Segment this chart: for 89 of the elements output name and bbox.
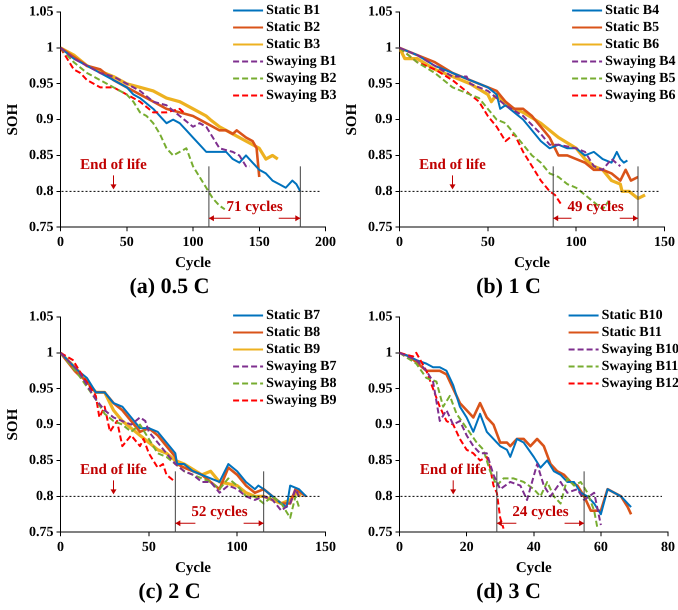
y-tick-label: 0.8 [36,184,54,199]
legend-label: Static B3 [266,37,320,52]
x-tick-label: 0 [57,235,64,250]
x-tick-label: 150 [315,540,336,556]
legend-label: Static B8 [266,325,320,340]
x-tick-label: 150 [654,235,675,250]
legend-label: Swaying B8 [266,376,337,392]
text: (b) 1 C [475,272,542,300]
legend-label: Static B9 [266,342,320,358]
legend-label: Static B2 [266,20,320,36]
y-tick-label: 0.75 [29,220,54,235]
annotation: 49 cycles [567,199,624,216]
annotation: 24 cycles [512,504,569,520]
x-tick-label: 50 [480,235,495,250]
y-tick-label: 0.8 [375,488,392,504]
x-tick-label: 80 [661,540,675,556]
legend-label: Swaying B7 [266,359,337,374]
line-series [60,46,185,114]
y-axis-title: SOH [344,103,360,136]
legend-label: Swaying B3 [266,88,337,104]
y-tick-label: 0.9 [36,417,54,432]
y-tick-label: 0.75 [368,220,392,235]
legend-label: Swaying B11 [602,359,678,374]
legend-label: Swaying B4 [605,54,676,70]
y-tick-label: 0.9 [36,112,54,128]
y-tick-label: 1.05 [29,4,54,20]
x-tick-label: 50 [120,235,134,250]
legend-label: Static B5 [605,20,660,36]
legend-label: Swaying B2 [266,71,337,86]
legend-label: Swaying B6 [605,88,676,104]
y-tick-label: 0.85 [368,148,392,164]
y-tick-label: 0.8 [375,184,392,199]
line-series [60,352,176,483]
y-tick-label: 0.95 [368,76,392,92]
y-tick-label: 0.75 [29,524,54,540]
y-tick-label: 0.85 [29,453,54,468]
y-tick-label: 1 [46,40,54,56]
legend-label: Swaying B9 [266,393,337,408]
x-tick-label: 40 [526,540,541,556]
y-axis-title: SOH [4,408,21,440]
legend-label: Static B6 [605,37,660,52]
y-tick-label: 0.95 [29,381,54,396]
x-tick-label: 20 [460,540,474,556]
annotation: 71 cycles [226,199,283,216]
legend-label: Swaying B5 [605,71,676,86]
x-tick-label: 150 [248,235,270,250]
text: (c) 2 C [137,577,202,605]
y-tick-label: 0.9 [375,112,392,128]
y-tick-label: 1 [386,40,392,56]
y-tick-label: 0.95 [29,76,54,92]
x-axis-title: Cycle [175,254,212,271]
x-tick-label: 50 [142,540,156,556]
x-tick-label: 100 [226,540,248,556]
x-axis-title: Cycle [175,560,212,576]
y-tick-label: 1 [386,345,392,360]
legend-label: Static B1 [266,3,320,18]
y-tick-label: 1.05 [368,4,392,20]
annotation: 52 cycles [191,504,248,520]
x-axis-title: Cycle [514,254,550,271]
line-series [400,352,505,530]
x-tick-label: 0 [396,540,403,556]
legend-label: Static B7 [266,308,320,324]
y-tick-label: 0.95 [368,381,392,396]
x-tick-label: 100 [566,235,587,250]
legend-label: Static B11 [602,325,662,340]
y-tick-label: 0.75 [368,524,392,540]
text: (a) 0.5 C [128,272,211,300]
y-tick-label: 0.85 [368,453,392,468]
text: (d) 3 C [475,577,542,605]
y-tick-label: 1.05 [368,310,392,325]
legend-label: Swaying B1 [266,54,337,70]
y-tick-label: 1 [46,345,54,360]
legend-label: Static B10 [602,308,663,324]
x-tick-label: 200 [315,235,336,250]
ref-line-label: End of life [419,157,486,174]
y-tick-label: 0.9 [375,417,392,432]
x-axis-title: Cycle [516,560,552,576]
y-tick-label: 1.05 [29,310,54,325]
y-tick-label: 0.85 [29,148,54,164]
legend-label: Static B4 [605,3,660,18]
ref-line-label: End of life [420,462,487,478]
x-tick-label: 0 [57,540,64,556]
x-tick-label: 0 [396,235,403,250]
y-axis-title: SOH [4,103,21,136]
x-tick-label: 60 [594,540,608,556]
ref-line-label: End of life [80,157,148,174]
x-tick-label: 100 [182,235,204,250]
y-tick-label: 0.8 [36,488,54,504]
ref-line-label: End of life [80,462,148,478]
